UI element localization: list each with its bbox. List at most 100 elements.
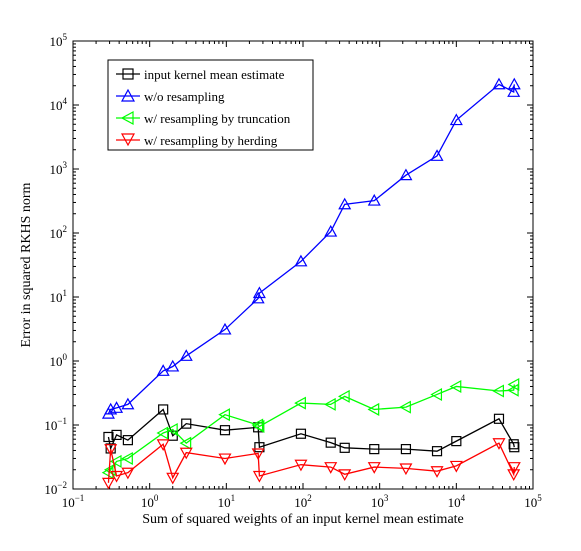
y-tick-label: 10−1: [44, 416, 67, 433]
series-0-point: [325, 437, 336, 448]
series-0-point: [295, 428, 307, 439]
series-3-point: [252, 470, 266, 483]
series-1: [101, 77, 521, 419]
legend-marker-3: [120, 133, 136, 147]
legend-marker-0: [122, 68, 134, 80]
series-line-1: [107, 83, 515, 415]
legend-label-2: w/ resampling by truncation: [144, 111, 291, 126]
legend-item-0: input kernel mean estimate: [116, 67, 285, 82]
series-2-point: [337, 389, 350, 403]
y-axis-title: Error in squared RKHS norm: [19, 182, 34, 347]
legend-marker-2: [120, 110, 134, 126]
legend-label-1: w/o resampling: [144, 89, 225, 104]
legend-item-2: w/ resampling by truncation: [116, 110, 291, 126]
series-2-point: [101, 466, 114, 480]
series-3-point: [492, 438, 506, 450]
series-3-point: [251, 448, 265, 461]
series-1-point: [338, 197, 352, 210]
y-tick-label: 101: [50, 288, 68, 305]
series-1-point: [324, 224, 338, 237]
x-tick-label: 100: [141, 493, 159, 510]
x-tick-label: 102: [294, 493, 312, 510]
series-2-point: [430, 387, 443, 401]
series-3-point: [104, 444, 118, 456]
legend-box: [107, 59, 314, 151]
x-tick-label: 103: [371, 493, 389, 510]
series-3-point: [179, 447, 193, 460]
x-tick-label: 101: [218, 493, 236, 510]
series-2-point: [121, 451, 133, 465]
series-2-point: [492, 384, 504, 398]
y-tick-label: 103: [50, 160, 68, 177]
x-tick-label: 10−1: [62, 493, 85, 510]
axes: 10−1 100 101 102 103 104 10510−210−11001011021…: [44, 32, 542, 510]
series-line-0: [107, 408, 515, 452]
series-2-point: [449, 379, 462, 393]
series-0-point: [400, 444, 412, 455]
series-3-point: [156, 439, 170, 452]
series-layer: [101, 77, 521, 490]
series-0-point: [181, 418, 192, 429]
series-1-point: [492, 77, 506, 90]
series-2-point: [218, 408, 230, 422]
series-0-point: [111, 429, 122, 441]
legend: input kernel mean estimate w/o resamplin…: [107, 59, 314, 151]
series-1-point: [166, 359, 180, 372]
x-tick-label: 104: [448, 493, 466, 510]
series-3-point: [294, 459, 308, 472]
series-1-point: [367, 193, 381, 206]
series-0-point: [451, 436, 462, 447]
series-0-point: [493, 413, 505, 424]
x-axis-title: Sum of squared weights of an input kerne…: [142, 512, 464, 527]
series-1-point: [252, 286, 266, 299]
series-1-point: [110, 401, 124, 413]
series-3-point: [430, 466, 444, 478]
series-0-point: [509, 442, 520, 453]
y-tick-label: 100: [50, 352, 68, 369]
series-0-point: [369, 444, 380, 455]
series-0-point: [158, 404, 169, 415]
series-0: [103, 404, 520, 457]
x-tick-label: 105: [524, 493, 542, 510]
series-3-point: [324, 462, 338, 474]
series-2-point: [109, 454, 122, 468]
y-tick-label: 105: [50, 32, 68, 49]
series-2-point: [323, 397, 336, 411]
y-tick-label: 10−2: [44, 480, 67, 497]
series-2-point: [251, 418, 264, 432]
series-1-point: [179, 349, 193, 361]
series-0-point: [219, 425, 231, 436]
legend-label-0: input kernel mean estimate: [144, 67, 285, 82]
series-1-point: [507, 77, 521, 90]
series-1-point: [449, 113, 463, 126]
series-1-point: [294, 254, 308, 267]
series-3-point: [507, 462, 521, 474]
y-tick-label: 102: [50, 224, 68, 241]
series-3-point: [507, 469, 521, 481]
series-2-point: [507, 377, 520, 391]
legend-marker-1: [120, 88, 136, 102]
legend-item-1: w/o resampling: [116, 88, 225, 104]
series-2-point: [252, 419, 265, 433]
series-0-point: [254, 442, 265, 453]
series-2-point: [156, 426, 169, 440]
series-3: [101, 438, 521, 490]
series-2-point: [179, 436, 192, 450]
series-3-point: [367, 462, 381, 474]
series-3-point: [338, 469, 352, 481]
y-tick-label: 104: [50, 96, 68, 113]
series-2-point: [367, 402, 380, 416]
series-3-point: [121, 467, 135, 480]
series-1-point: [507, 85, 521, 97]
series-1-point: [430, 149, 444, 161]
series-3-point: [449, 460, 463, 473]
series-0-point: [431, 446, 443, 457]
series-3-point: [110, 470, 124, 483]
series-0-point: [122, 435, 133, 446]
series-3-point: [399, 463, 413, 476]
series-2: [101, 377, 520, 480]
series-0-point: [339, 442, 350, 453]
series-3-point: [218, 453, 232, 466]
series-1-point: [121, 397, 135, 410]
